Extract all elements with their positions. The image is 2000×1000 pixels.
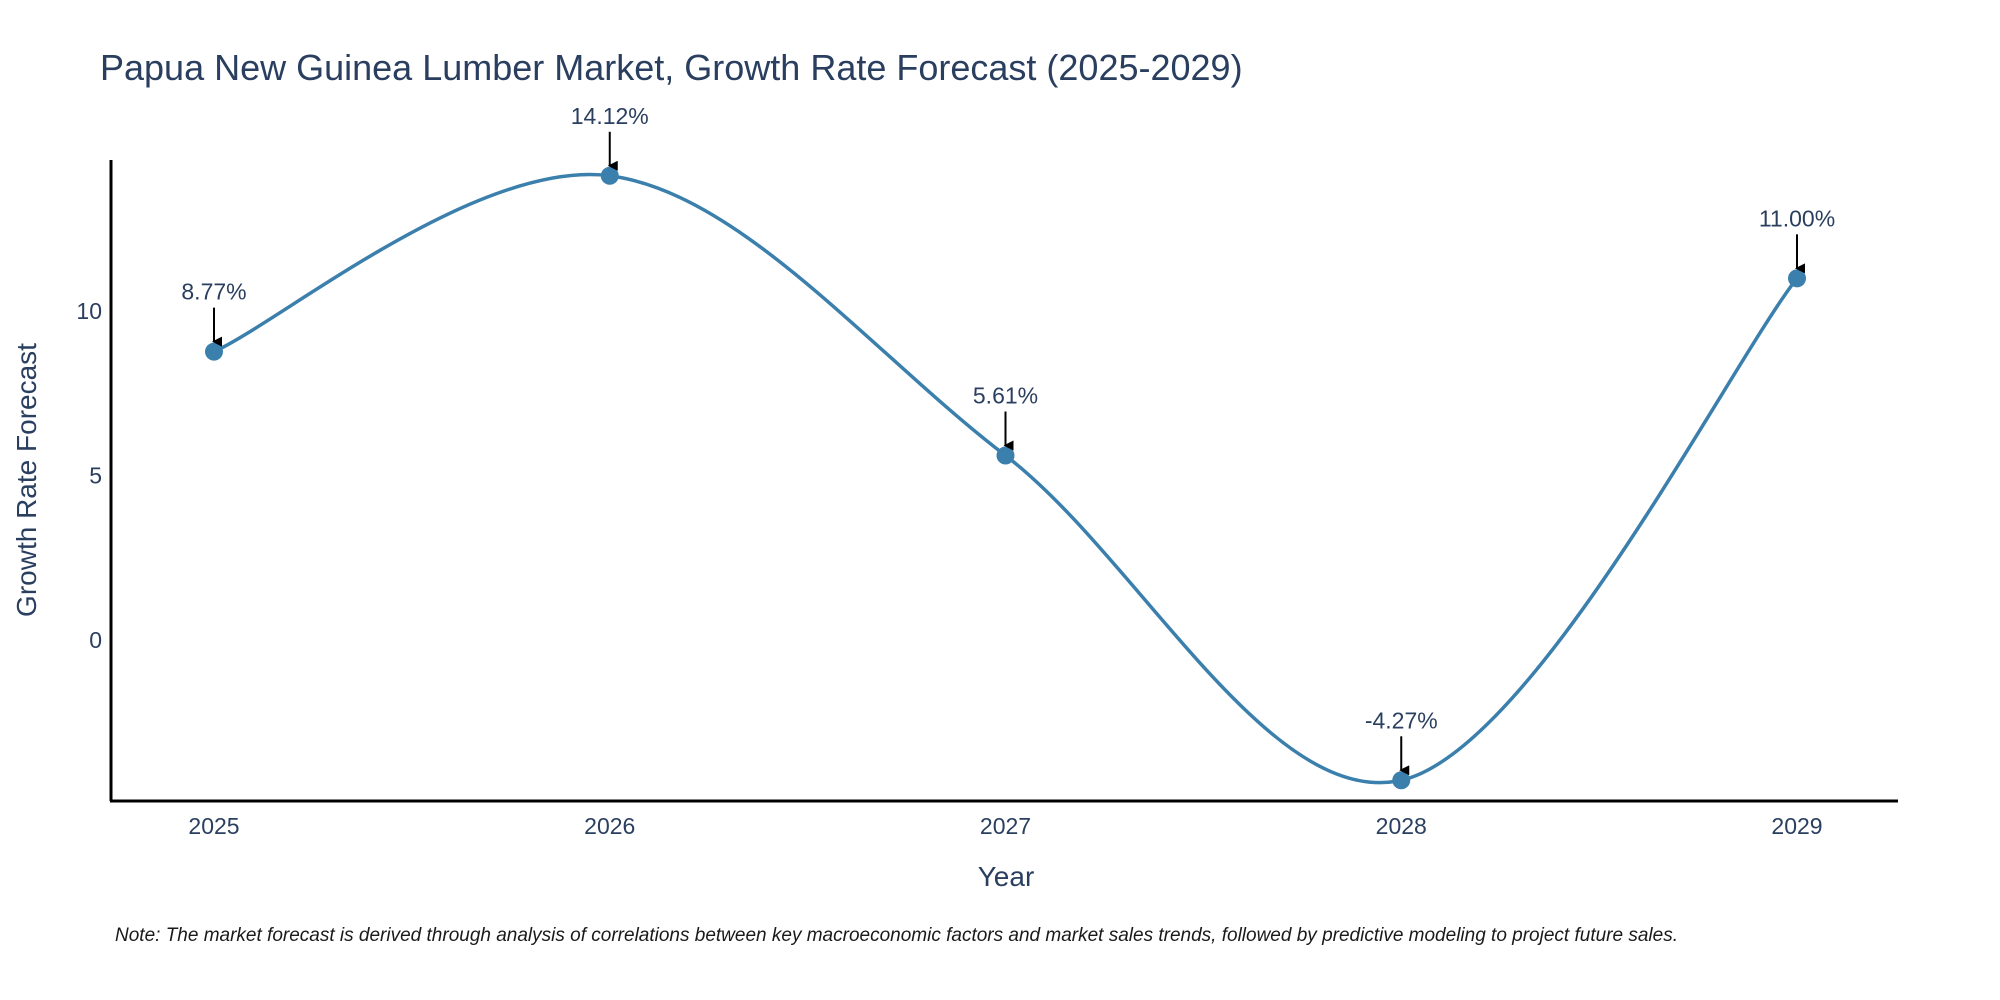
data-label-2028: -4.27% bbox=[1365, 707, 1438, 733]
chart-note: Note: The market forecast is derived thr… bbox=[115, 925, 1678, 946]
x-tick-label: 2028 bbox=[1376, 813, 1427, 839]
y-axis-title: Growth Rate Forecast bbox=[11, 343, 42, 617]
y-tick-labels: 0 5 10 bbox=[76, 298, 102, 653]
data-point-2027[interactable] bbox=[996, 446, 1015, 465]
chart-title: Papua New Guinea Lumber Market, Growth R… bbox=[100, 47, 1243, 88]
x-tick-label: 2029 bbox=[1771, 813, 1822, 839]
y-tick-label: 0 bbox=[89, 627, 102, 653]
data-point-2029[interactable] bbox=[1788, 269, 1806, 288]
y-tick-label: 5 bbox=[89, 463, 102, 489]
data-point-2028[interactable] bbox=[1392, 771, 1411, 790]
data-point-2026[interactable] bbox=[600, 166, 619, 185]
annotation-layer: 8.77% 14.12% 5.61% -4.27% 11.00% bbox=[181, 103, 1835, 776]
series-layer bbox=[205, 166, 1806, 790]
x-tick-labels: 2025 2026 2027 2028 2029 bbox=[188, 813, 1822, 839]
data-label-2027: 5.61% bbox=[973, 383, 1038, 409]
data-label-2025: 8.77% bbox=[181, 279, 246, 305]
data-label-2029: 11.00% bbox=[1759, 205, 1835, 231]
x-tick-label: 2027 bbox=[980, 813, 1031, 839]
data-point-2025[interactable] bbox=[205, 342, 223, 361]
x-tick-label: 2026 bbox=[584, 813, 635, 839]
axes bbox=[109, 160, 1898, 803]
data-label-2026: 14.12% bbox=[571, 103, 649, 129]
x-tick-label: 2025 bbox=[188, 813, 239, 839]
x-axis-title: Year bbox=[978, 861, 1035, 892]
y-tick-label: 10 bbox=[76, 298, 102, 324]
series-line bbox=[213, 172, 1799, 785]
